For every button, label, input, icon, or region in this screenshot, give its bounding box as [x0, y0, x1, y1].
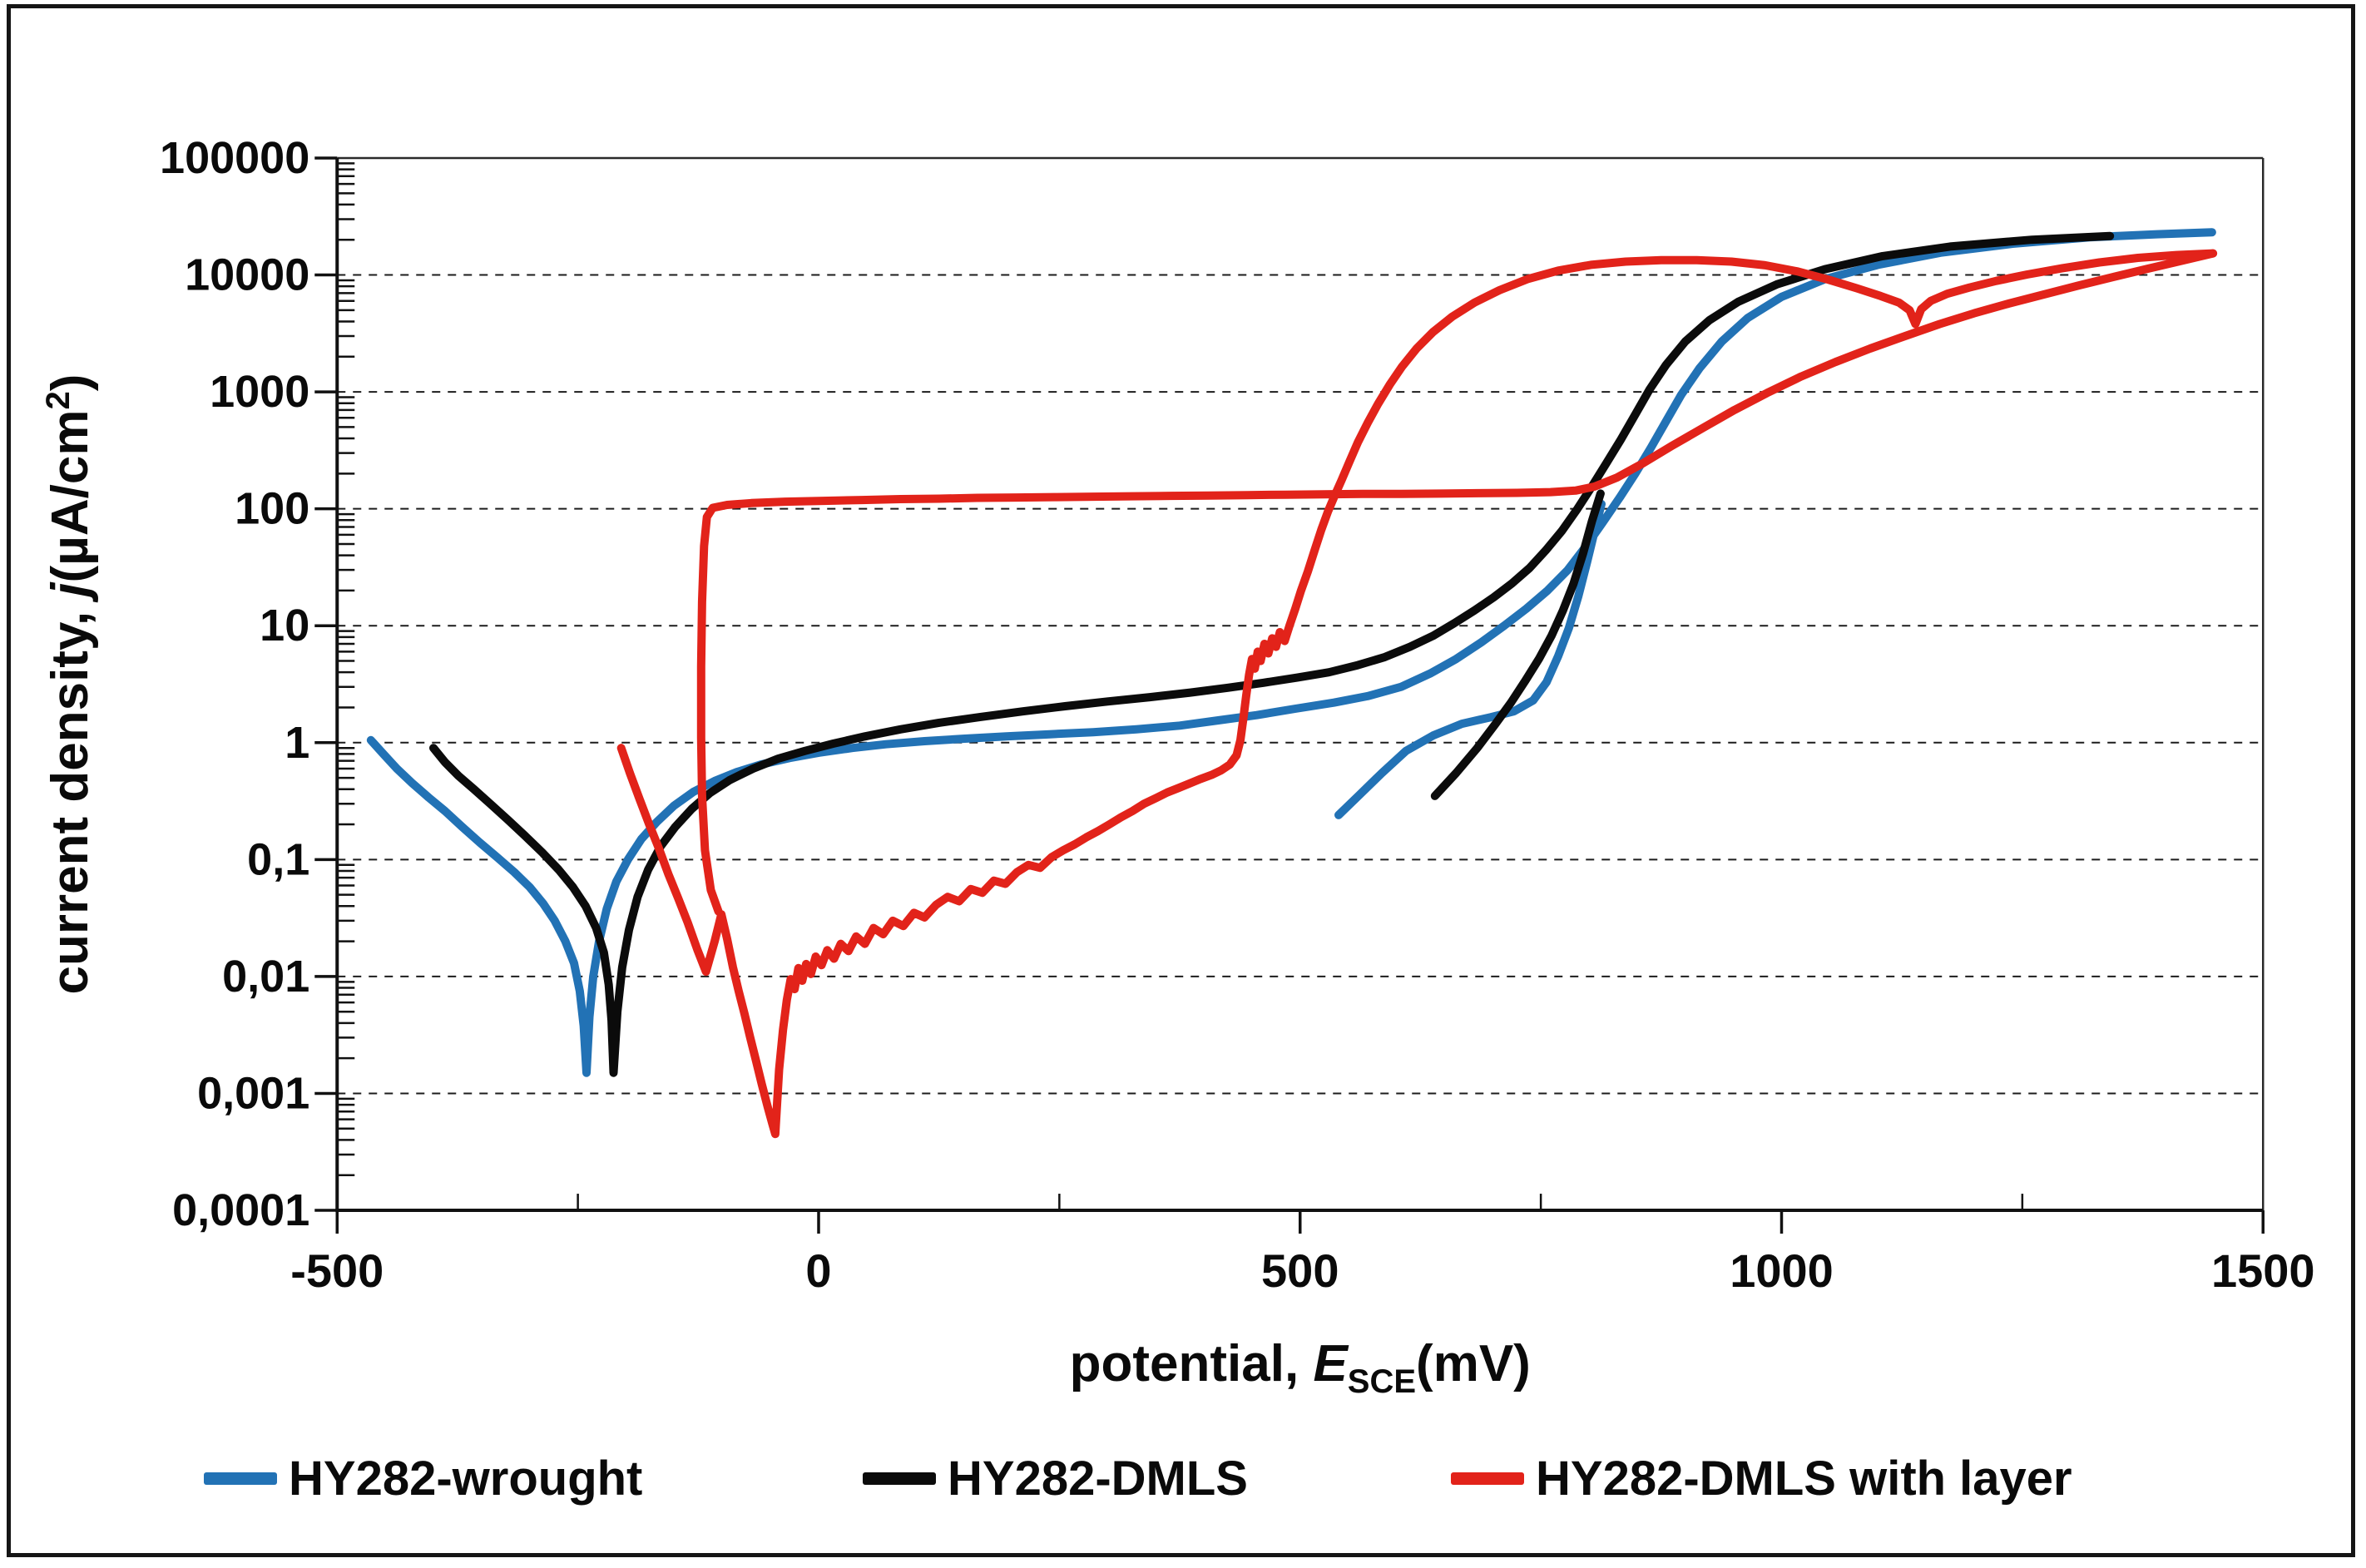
axes [335, 158, 2264, 1213]
curve-hy282-dmls-reverse-scan [1430, 489, 1605, 800]
x-axis-title: potential, ESCE(mV) [1070, 1335, 1531, 1400]
y-tick-label: 1 [285, 718, 309, 768]
x-tick-label: -500 [290, 1244, 384, 1297]
y-tick-label: 100000 [160, 133, 309, 183]
legend-swatch-red [1451, 1472, 1524, 1485]
figure-border [7, 4, 2355, 1557]
x-tick-label: 1000 [1730, 1244, 1834, 1297]
y-tick-label: 0,001 [197, 1068, 309, 1118]
y-tick-label: 1000 [210, 367, 309, 417]
axis-ticks [314, 156, 2265, 1234]
x-tick-label: 500 [1261, 1244, 1339, 1297]
legend-swatch-black [863, 1472, 936, 1485]
legend-label: HY282-wrought [289, 1451, 643, 1506]
y-tick-label: 100 [235, 484, 309, 534]
legend-item-hy282-dmls: HY282-DMLS [863, 1449, 1248, 1507]
y-tick-label: 10 [260, 601, 309, 650]
curve-hy282-wrought-reverse-scan [1334, 499, 1606, 819]
curve-hy282-dmls [429, 231, 2115, 1077]
axis-labels: 1000001000010001001010,10,010,0010,0001-… [40, 133, 2315, 1400]
y-tick-label: 10000 [185, 250, 309, 300]
curve-hy282-dmls-with-layer [616, 249, 2218, 1139]
legend-item-hy282-wrought: HY282-wrought [204, 1449, 642, 1507]
y-tick-label: 0,1 [247, 834, 309, 884]
curves [366, 228, 2218, 1139]
gridlines [337, 156, 2265, 1211]
y-tick-label: 0,01 [222, 952, 309, 1002]
curve-hy282-dmls-with-layer-reverse-scan [696, 249, 2218, 916]
curve-hy282-wrought [366, 228, 2216, 1077]
legend-item-hy282-dmls-with-layer: HY282-DMLS with layer [1451, 1449, 2072, 1507]
legend-swatch-blue [204, 1472, 277, 1485]
legend-label: HY282-DMLS with layer [1536, 1451, 2072, 1506]
y-tick-label: 0,0001 [172, 1185, 309, 1235]
x-tick-label: 1500 [2211, 1244, 2315, 1297]
y-axis-title: current density, j(µA/cm2) [40, 374, 99, 995]
legend-label: HY282-DMLS [948, 1451, 1248, 1506]
x-tick-label: 0 [805, 1244, 831, 1297]
